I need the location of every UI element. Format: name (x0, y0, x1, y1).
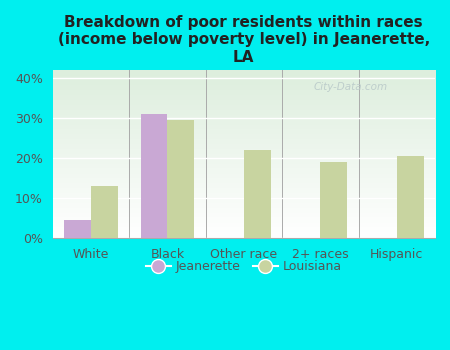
Bar (140, 114, 167, 238)
Bar (167, 120, 194, 238)
Text: City-Data.com: City-Data.com (314, 82, 388, 92)
Bar (397, 156, 423, 238)
Title: Breakdown of poor residents within races
(income below poverty level) in Jeanere: Breakdown of poor residents within races… (58, 15, 430, 65)
Bar (91, 186, 117, 238)
Bar (64, 220, 91, 238)
Bar (244, 150, 270, 238)
Legend: Jeanerette, Louisiana: Jeanerette, Louisiana (140, 256, 347, 279)
Bar (320, 162, 347, 238)
